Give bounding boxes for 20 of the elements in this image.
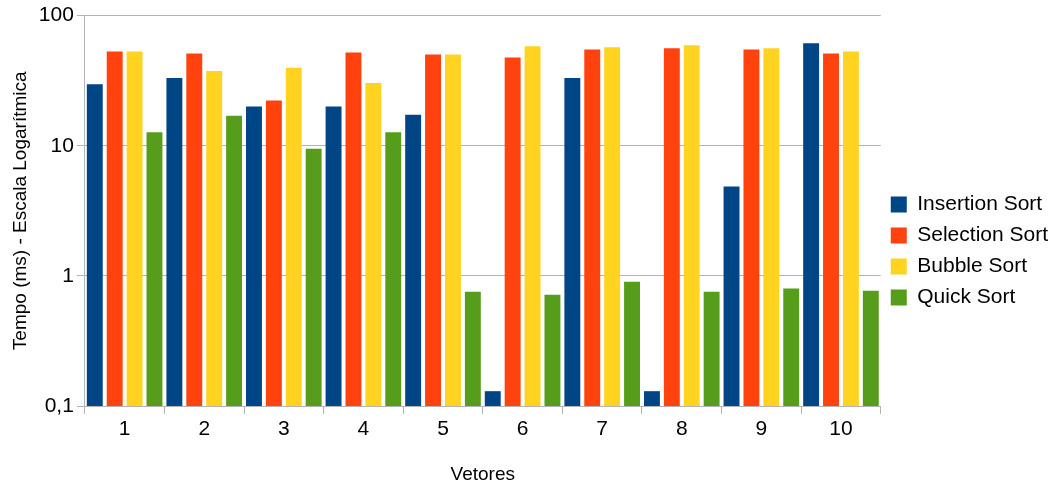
- legend-label: Quick Sort: [917, 284, 1016, 308]
- x-tick-label: 4: [357, 416, 370, 440]
- y-tick-label: 1: [62, 262, 74, 286]
- x-tick-label: 6: [516, 416, 529, 440]
- y-axis-title: Tempo (ms) - Escala Logarítmica: [8, 70, 30, 351]
- x-tick-label: 7: [596, 416, 609, 440]
- x-tick-label: 5: [437, 416, 449, 440]
- x-tick-label: 1: [118, 416, 131, 440]
- x-tick-label: 8: [675, 416, 688, 440]
- y-tick-label: 100: [38, 2, 74, 26]
- x-axis-title: Vetores: [450, 462, 516, 484]
- y-tick-label: 0,1: [44, 392, 74, 416]
- x-tick-label: 9: [755, 416, 768, 440]
- x-tick-label: 10: [829, 416, 853, 440]
- x-tick-label: 2: [198, 416, 211, 440]
- legend-label: Bubble Sort: [917, 253, 1028, 277]
- legend-label: Selection Sort: [917, 222, 1049, 246]
- y-tick-label: 10: [50, 132, 74, 156]
- x-tick-label: 3: [277, 416, 290, 440]
- legend-label: Insertion Sort: [917, 191, 1043, 215]
